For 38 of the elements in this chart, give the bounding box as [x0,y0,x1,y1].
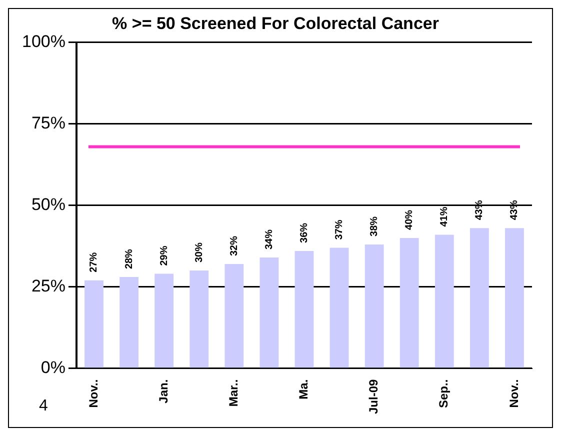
x-tick-label: Nov.. [86,379,100,408]
data-label: 34% [264,229,275,250]
x-tick-label: Nov.. [506,379,521,408]
y-tick-label: 100% [22,32,66,52]
data-label: 32% [228,236,240,256]
bar [470,228,489,368]
bar [294,250,314,368]
text: 4 [39,398,48,415]
data-label: 28% [124,248,135,270]
chart-title: % >= 50 Screened For Colorectal Cancer [112,14,440,33]
data-label: 36% [298,222,310,243]
x-tick-label: Mar.. [226,379,240,407]
bar [505,228,524,368]
bar [224,264,244,368]
bar [364,244,384,368]
data-label: 29% [158,246,170,266]
x-tick-label: Ma. [296,379,311,400]
bar [330,248,349,368]
bar [190,270,209,368]
x-tick-label: Sep.. [436,379,451,408]
bar [154,274,174,368]
y-tick-label: 75% [31,114,66,133]
data-label: 40% [404,210,416,230]
y-tick-label: 50% [31,195,66,214]
y-tick-label: 25% [31,276,66,296]
x-tick-label: Jan. [156,379,170,404]
y-tick-label: 0% [40,358,66,378]
data-label: 37% [334,220,346,240]
bar [120,277,138,368]
x-tick-label: Jul-09 [366,379,381,414]
bar [434,234,454,368]
bar [400,238,419,368]
bar [84,280,104,368]
data-label: 30% [194,242,205,263]
data-label: 41% [439,206,450,227]
data-label: 38% [369,216,380,236]
data-label: 27% [88,252,100,272]
bar [260,258,279,368]
